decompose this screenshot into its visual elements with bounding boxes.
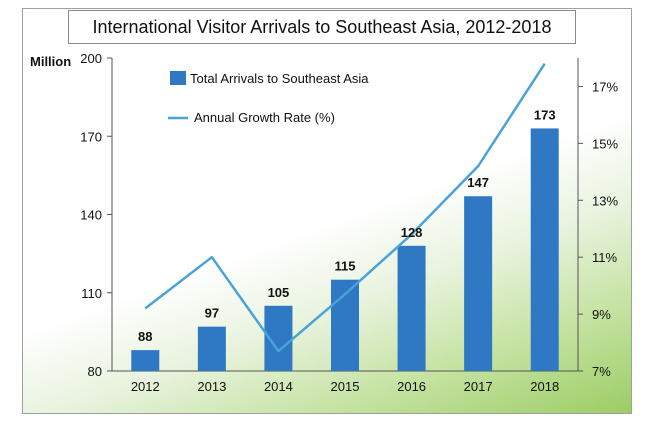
- bar-value-label: 88: [138, 329, 152, 344]
- y2-tick-label: 15%: [592, 136, 618, 151]
- y-tick-label: 140: [80, 208, 102, 223]
- chart-frame: [22, 8, 632, 414]
- bar-value-label: 97: [205, 306, 219, 321]
- bar: [530, 128, 559, 371]
- y-tick-label: 170: [80, 129, 102, 144]
- y2-tick-label: 13%: [592, 193, 618, 208]
- bar: [464, 196, 493, 371]
- bar-value-label: 128: [401, 225, 423, 240]
- y2-tick-label: 11%: [592, 250, 617, 265]
- bar: [397, 245, 426, 371]
- bar: [197, 326, 226, 371]
- legend-label-line: Annual Growth Rate (%): [194, 110, 335, 125]
- x-tick-label: 2016: [397, 379, 426, 394]
- bar-value-label: 173: [534, 107, 556, 122]
- y-tick-label: 200: [80, 51, 102, 66]
- x-tick-label: 2014: [264, 379, 293, 394]
- y-axis-title: Million: [30, 54, 71, 69]
- x-tick-label: 2012: [131, 379, 160, 394]
- y-tick-label: 110: [81, 286, 102, 301]
- y2-tick-label: 9%: [592, 307, 611, 322]
- x-tick-label: 2013: [197, 379, 226, 394]
- legend-label-bars: Total Arrivals to Southeast Asia: [190, 71, 369, 86]
- growth-rate-line: [144, 63, 546, 353]
- y-tick-label: 80: [88, 364, 102, 379]
- y2-tick-label: 17%: [592, 79, 618, 94]
- legend-swatch-bars: [170, 71, 186, 85]
- x-tick-label: 2017: [464, 379, 493, 394]
- bar-value-label: 105: [268, 285, 290, 300]
- bar: [131, 350, 160, 371]
- x-tick-label: 2018: [530, 379, 559, 394]
- chart-title: International Visitor Arrivals to Southe…: [68, 10, 576, 44]
- bar-value-label: 147: [467, 175, 489, 190]
- y2-tick-label: 7%: [592, 364, 611, 379]
- bar-value-label: 115: [335, 259, 356, 274]
- x-tick-label: 2015: [331, 379, 360, 394]
